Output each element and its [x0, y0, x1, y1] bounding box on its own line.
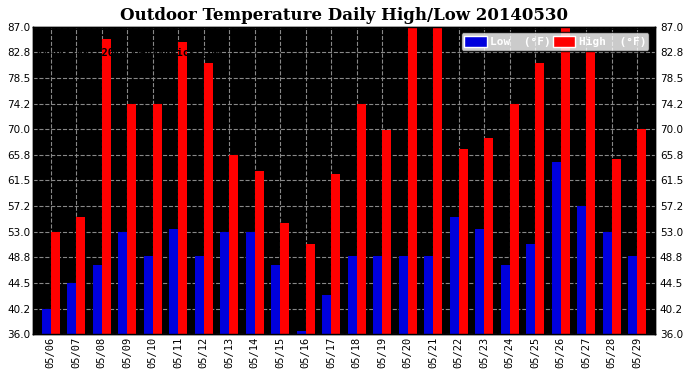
Title: Outdoor Temperature Daily High/Low 20140530: Outdoor Temperature Daily High/Low 20140…: [120, 7, 568, 24]
Bar: [628, 256, 637, 334]
Bar: [77, 217, 86, 334]
Bar: [382, 130, 391, 334]
Bar: [51, 232, 60, 334]
Bar: [169, 229, 178, 334]
Bar: [306, 244, 315, 334]
Bar: [93, 265, 102, 334]
Bar: [119, 232, 127, 334]
Bar: [424, 256, 433, 334]
Bar: [322, 295, 331, 334]
Bar: [178, 42, 187, 334]
Bar: [42, 309, 51, 334]
Bar: [144, 256, 152, 334]
Bar: [484, 138, 493, 334]
Bar: [535, 63, 544, 334]
Text: Copyright 2014 Cartronics.com: Copyright 2014 Cartronics.com: [39, 48, 220, 58]
Bar: [331, 174, 340, 334]
Bar: [280, 223, 289, 334]
Bar: [357, 104, 366, 334]
Bar: [195, 256, 204, 334]
Bar: [578, 206, 586, 334]
Bar: [220, 232, 229, 334]
Bar: [68, 283, 77, 334]
Bar: [510, 104, 519, 334]
Bar: [297, 331, 306, 334]
Bar: [561, 27, 569, 334]
Bar: [586, 52, 595, 334]
Bar: [348, 256, 357, 334]
Bar: [255, 171, 264, 334]
Bar: [229, 154, 238, 334]
Bar: [611, 159, 620, 334]
Bar: [271, 265, 280, 334]
Legend: Low  (°F), High  (°F): Low (°F), High (°F): [461, 33, 649, 51]
Bar: [246, 232, 255, 334]
Bar: [373, 256, 382, 334]
Bar: [152, 104, 161, 334]
Bar: [399, 256, 408, 334]
Bar: [501, 265, 510, 334]
Bar: [526, 244, 535, 334]
Bar: [552, 162, 561, 334]
Bar: [433, 27, 442, 334]
Bar: [408, 27, 417, 334]
Bar: [450, 217, 459, 334]
Bar: [475, 229, 484, 334]
Bar: [637, 129, 646, 334]
Bar: [459, 148, 468, 334]
Bar: [602, 232, 611, 334]
Bar: [127, 104, 136, 334]
Bar: [204, 63, 213, 334]
Bar: [102, 39, 110, 334]
